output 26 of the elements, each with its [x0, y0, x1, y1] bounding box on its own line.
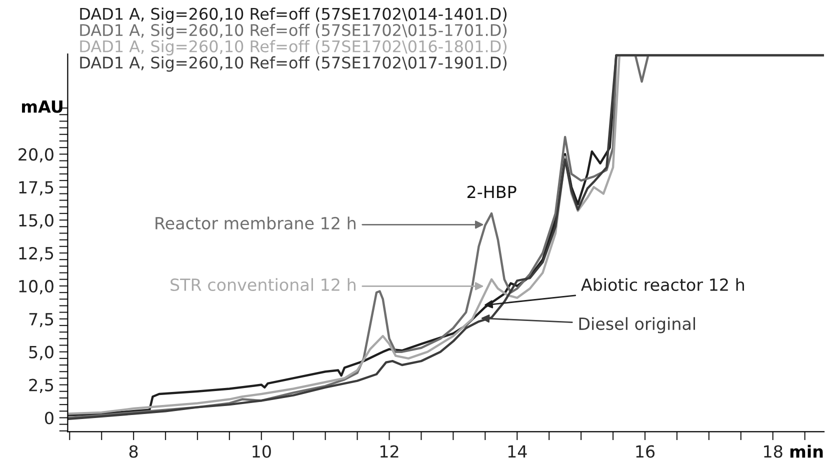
annotation: Diesel original: [579, 317, 696, 334]
annotation: STR conventional 12 h: [170, 278, 356, 292]
x-tick-label: 18: [764, 445, 782, 458]
y-tick-label: 20,0: [18, 148, 54, 162]
x-tick-label: 10: [252, 445, 271, 458]
y-tick-label: 5,0: [29, 346, 54, 360]
y-tick-label: 15,0: [19, 214, 54, 228]
x-tick-label: 16: [636, 445, 655, 458]
x-tick-label: 12: [380, 445, 398, 458]
y-tick-label: 17,5: [19, 181, 54, 196]
y-tick-label: 10,0: [19, 280, 54, 294]
y-tick-label: 12,5: [19, 246, 54, 262]
annotation: Abiotic reactor 12 h: [581, 278, 744, 292]
x-tick-label: 8: [129, 445, 138, 458]
x-axis-title: min: [790, 444, 823, 458]
annotation: 2-HBP: [467, 186, 516, 198]
y-tick-label: 0: [45, 412, 54, 424]
text: DAD1 A, Sig=260,10 Ref=off (57SE1702\015-1701.D): [80, 24, 507, 40]
x-tick-label: 14: [508, 445, 527, 458]
text: DAD1 A, Sig=260,10 Ref=off (57SE1702\016-1801.D): [80, 40, 507, 56]
text: DAD1 A, Sig=260,10 Ref=off (57SE1702\014-1401.D): [80, 8, 507, 23]
y-axis-title: mAU: [22, 100, 62, 113]
y-tick-label: 2,5: [29, 378, 54, 394]
y-tick-label: 7,5: [29, 313, 54, 328]
annotation: Reactor membrane 12 h: [156, 216, 356, 230]
text: DAD1 A, Sig=260,10 Ref=off (57SE1702\017-1901.D): [80, 56, 507, 72]
